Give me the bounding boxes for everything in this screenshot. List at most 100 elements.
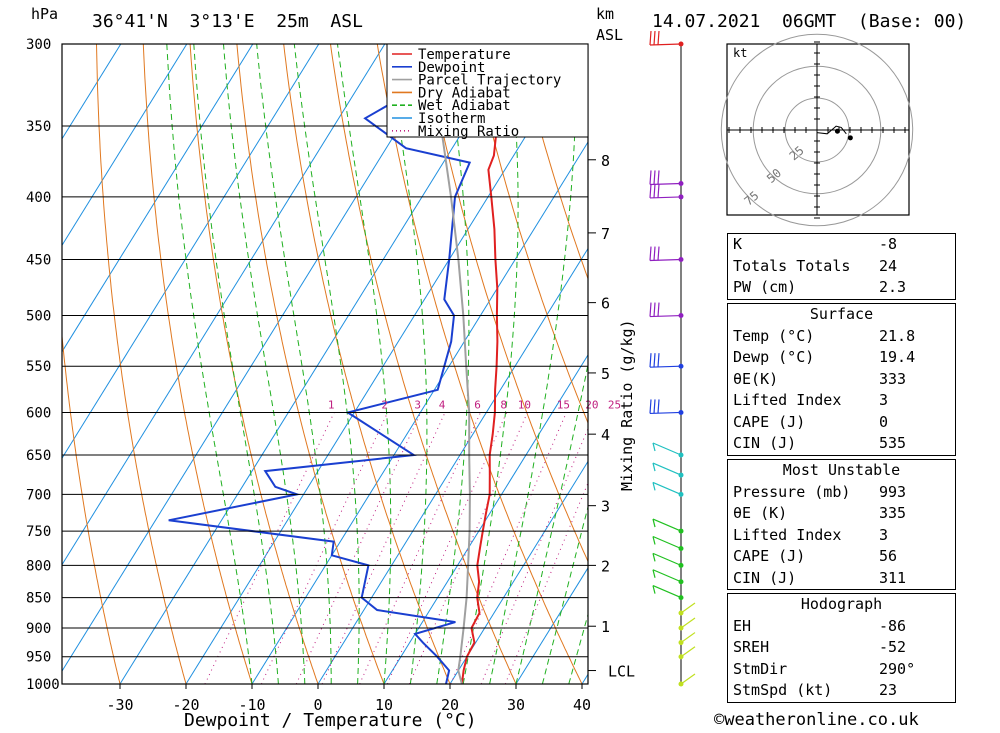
copyright-text: ©weatheronline.co.uk	[714, 710, 919, 730]
index-label: EH	[733, 616, 752, 635]
x-tick-label: -20	[172, 696, 199, 714]
index-value: 335	[879, 504, 907, 522]
isotherm-line	[449, 460, 588, 684]
isotherm-line	[62, 44, 452, 673]
index-row: Totals Totals 24	[728, 256, 955, 278]
surface-title: Surface	[809, 305, 874, 323]
wind-barb	[652, 585, 682, 599]
pressure-tick-label: 850	[26, 591, 51, 607]
index-value: 993	[879, 482, 907, 501]
isotherm-line	[119, 44, 518, 684]
index-value: 23	[879, 681, 898, 699]
index-row: θE (K) 335	[728, 503, 955, 525]
index-value: -86	[879, 616, 907, 635]
index-label: CIN (J)	[733, 434, 797, 452]
x-tick-label: 10	[375, 696, 393, 714]
legend-entry: Mixing Ratio	[418, 124, 519, 140]
mixing-ratio-label: 15	[557, 398, 570, 411]
wind-barb	[652, 442, 682, 456]
dewpoint-curve	[168, 44, 472, 684]
wind-barb	[680, 617, 696, 629]
mixing-ratio-label: 1	[328, 398, 335, 411]
pressure-tick-label: 700	[26, 487, 51, 503]
index-value: 19.4	[879, 348, 916, 366]
index-row: SREH -52	[728, 637, 955, 659]
wind-barb	[652, 518, 682, 532]
index-label: SREH	[733, 638, 770, 656]
wind-barb	[652, 552, 682, 566]
mixing-ratio-line	[504, 481, 588, 684]
pressure-tick-label: 800	[26, 558, 51, 574]
index-row: EH -86	[728, 616, 955, 638]
km-tick-label: LCL	[608, 663, 635, 681]
index-row: PW (cm) 2.3	[728, 277, 955, 299]
wet-adiabat-line	[293, 44, 360, 684]
km-tick-label: 7	[601, 225, 610, 243]
km-tick-label: 3	[601, 498, 610, 516]
index-value: 3	[879, 525, 889, 544]
index-row: Temp (°C) 21.8	[728, 326, 955, 348]
pressure-tick-label: 300	[26, 37, 51, 53]
mixing-ratio-line	[204, 412, 335, 684]
hodograph-title: Hodograph	[800, 595, 883, 613]
index-value: 311	[879, 568, 907, 587]
dry-adiabat-line	[986, 44, 1000, 684]
wind-barb	[649, 30, 682, 46]
km-tick-label: 5	[601, 365, 610, 383]
index-value: 535	[879, 434, 907, 452]
index-value: 56	[879, 547, 898, 565]
location-title: 36°41'N 3°13'E 25m ASL	[92, 11, 363, 32]
pressure-tick-label: 400	[26, 190, 51, 206]
dry-adiabat-line	[189, 44, 319, 684]
index-label: CAPE (J)	[733, 547, 806, 565]
index-label: StmSpd (kt)	[733, 681, 833, 699]
index-row: Pressure (mb) 993	[728, 482, 955, 504]
index-label: θE (K)	[733, 504, 788, 522]
mixing-ratio-label: 3	[414, 398, 421, 411]
dry-adiabat-line	[330, 44, 517, 684]
wind-barb	[680, 602, 696, 614]
index-label: Pressure (mb)	[733, 482, 851, 501]
mixing-ratio-label: 8	[500, 398, 507, 411]
isotherm-line	[251, 141, 588, 684]
legend-entry: Temperature	[418, 47, 511, 63]
storm-motion-marker	[834, 128, 840, 134]
index-row: Dewp (°C) 19.4	[728, 347, 955, 369]
wind-barb	[652, 535, 682, 550]
mixing-ratio-label: 20	[585, 398, 598, 411]
index-row: θE(K) 333	[728, 369, 955, 391]
index-row: StmSpd (kt) 23	[728, 680, 955, 702]
mixing-ratio-axis-label: Mixing Ratio (g/kg)	[618, 319, 636, 491]
hodograph-trace	[816, 125, 847, 135]
index-label: PW (cm)	[733, 278, 797, 296]
dry-adiabat-line	[142, 44, 253, 684]
dry-adiabat-line	[470, 44, 588, 425]
dry-adiabat-line	[376, 44, 583, 684]
wind-barb	[649, 353, 682, 368]
legend-entry: Parcel Trajectory	[418, 73, 561, 89]
wet-adiabat-line	[223, 44, 306, 684]
temperature-curve	[460, 44, 499, 684]
wet-adiabat-line	[489, 44, 577, 684]
isotherm-line	[383, 354, 588, 684]
pressure-unit-label: hPa	[31, 5, 59, 23]
index-label: Temp (°C)	[733, 326, 815, 345]
wet-adiabat-line	[256, 44, 332, 684]
index-label: K	[733, 235, 743, 253]
x-tick-label: -10	[238, 696, 265, 714]
pressure-tick-label: 500	[26, 309, 51, 325]
isotherm-line	[62, 44, 386, 566]
legend-box	[386, 43, 589, 138]
index-label: CAPE (J)	[733, 412, 806, 431]
index-row: Lifted Index 3	[728, 390, 955, 412]
x-tick-label: 30	[507, 696, 525, 714]
index-row: StmDir 290°	[728, 659, 955, 681]
index-label: Lifted Index	[733, 525, 842, 544]
isotherm-line	[515, 566, 588, 684]
legend-entry: Dewpoint	[418, 60, 485, 76]
index-value: -8	[879, 235, 898, 253]
dry-adiabat-line	[96, 44, 187, 684]
index-value: 290°	[879, 659, 916, 678]
index-row: Lifted Index 3	[728, 525, 955, 547]
index-row: CAPE (J) 56	[728, 546, 955, 568]
